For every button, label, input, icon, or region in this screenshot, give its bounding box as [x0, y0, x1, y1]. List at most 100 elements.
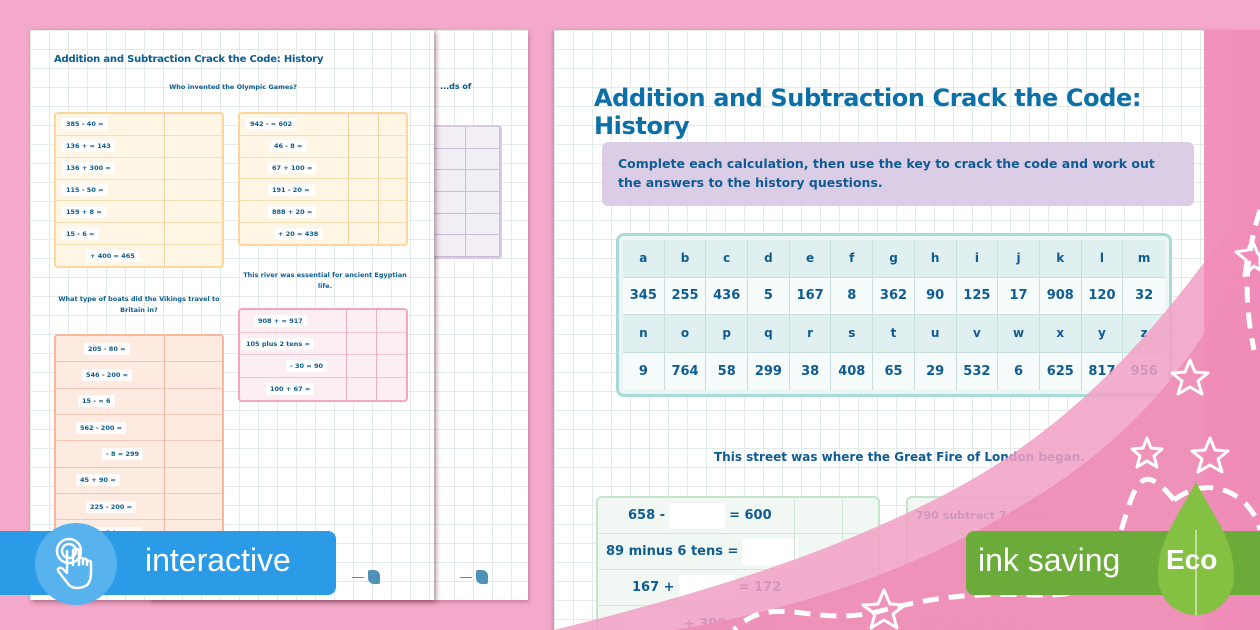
- key-number: 6: [998, 352, 1040, 390]
- twinkl-logo-icon: [476, 570, 489, 584]
- key-number: 9: [623, 352, 665, 390]
- interactive-badge: interactive: [0, 523, 336, 605]
- page-footer: ━━━━━: [352, 566, 381, 588]
- key-letter: f: [831, 240, 874, 278]
- key-number: 29: [914, 352, 957, 390]
- answer-blank[interactable]: [624, 611, 680, 630]
- touch-hand-icon: [35, 523, 117, 605]
- calc-box-green-1: 658 - = 600 89 minus 6 tens = 167 + = 172 …: [596, 496, 880, 630]
- equation-row: 100 + 67 =: [240, 378, 406, 400]
- equation-row: - 30 = 90: [240, 355, 406, 379]
- answer-blank[interactable]: [669, 502, 726, 529]
- equation-row: 45 + 90 =: [56, 468, 222, 494]
- key-number: 362: [873, 277, 915, 315]
- key-number: 345: [623, 277, 665, 315]
- key-letter: k: [1039, 240, 1082, 278]
- key-letter: p: [706, 315, 749, 353]
- answer-blank[interactable]: [678, 574, 735, 601]
- page-footer: ━━━━━: [460, 566, 489, 588]
- calc-box-yellow-1: 385 - 40 = 136 + = 143 136 + 300 = 115 -…: [54, 112, 224, 268]
- answer-blank[interactable]: [742, 538, 799, 565]
- equation-row: 67 + 100 =: [240, 158, 406, 180]
- key-letter: l: [1081, 240, 1124, 278]
- key-letter: u: [914, 315, 957, 353]
- key-number: 408: [831, 352, 874, 390]
- key-letter: x: [1039, 315, 1082, 353]
- key-letter: a: [623, 240, 665, 278]
- key-letter: w: [998, 315, 1040, 353]
- key-letter: o: [664, 315, 707, 353]
- instructions-box: Complete each calculation, then use the …: [602, 142, 1194, 206]
- key-number: 436: [706, 277, 749, 315]
- key-letter: g: [873, 240, 915, 278]
- equation-row: 658 - = 600: [598, 498, 878, 534]
- key-letter: t: [873, 315, 915, 353]
- star-icon: [1234, 238, 1260, 278]
- equation-row: + 400 = 465: [56, 245, 222, 266]
- key-number: 125: [956, 277, 999, 315]
- equation-row: 136 + = 143: [56, 136, 222, 158]
- equation-row: + 20 = 438: [240, 223, 406, 244]
- equation-row: 385 - 40 =: [56, 114, 222, 136]
- question-text: This river was essential for ancient Egy…: [243, 271, 407, 290]
- code-key-table: a b c d e f g h i j k l m 345 255 436 5 …: [616, 233, 1172, 397]
- key-number: 32: [1123, 277, 1165, 315]
- key-number: 8: [831, 277, 874, 315]
- equation-row: 105 plus 2 tens =: [240, 333, 406, 356]
- page-title: Addition and Subtraction Crack the Code:…: [594, 84, 1142, 140]
- key-letter: i: [956, 240, 999, 278]
- twinkl-logo-icon: [368, 570, 381, 584]
- key-letter: h: [914, 240, 957, 278]
- key-number: 17: [998, 277, 1040, 315]
- key-letter: m: [1123, 240, 1165, 278]
- key-number: 532: [956, 352, 999, 390]
- key-letter: e: [789, 240, 832, 278]
- ink-saving-badge: ink saving Eco: [966, 480, 1260, 630]
- key-letter: c: [706, 240, 749, 278]
- equation-row: 205 - 80 =: [56, 336, 222, 363]
- equation-row: 191 - 20 =: [240, 179, 406, 202]
- question-text: Who invented the Olympic Games?: [169, 83, 297, 91]
- equation-row: 115 - 50 =: [56, 180, 222, 202]
- key-letter: b: [664, 240, 707, 278]
- key-letter: n: [623, 315, 665, 353]
- equation-row: 908 + = 917: [240, 310, 406, 333]
- eco-label: Eco: [1166, 544, 1218, 575]
- calc-box-yellow-2: 942 - = 602 46 - 8 = 67 + 100 = 191 - 20…: [238, 112, 408, 246]
- key-number: 764: [664, 352, 707, 390]
- key-number: 38: [789, 352, 832, 390]
- interactive-label: interactive: [145, 542, 291, 578]
- equation-row: 15 - = 6: [56, 389, 222, 415]
- key-number: 625: [1039, 352, 1082, 390]
- key-number: 58: [706, 352, 749, 390]
- key-letter: z: [1123, 315, 1165, 353]
- key-number: 908: [1039, 277, 1082, 315]
- key-letter: q: [748, 315, 790, 353]
- equation-row: 159 + 8 =: [56, 201, 222, 224]
- equation-row: 136 + 300 =: [56, 158, 222, 180]
- equation-row: 225 - 200 =: [56, 494, 222, 521]
- key-number: 255: [664, 277, 707, 315]
- answer-grid: [430, 125, 502, 259]
- key-number: 167: [789, 277, 832, 315]
- equation-row: 89 minus 6 tens =: [598, 534, 878, 570]
- key-letter: s: [831, 315, 874, 353]
- equation-row: - 8 = 299: [56, 441, 222, 468]
- key-number: 817: [1081, 352, 1124, 390]
- key-number: 65: [873, 352, 915, 390]
- ink-saving-label: ink saving: [978, 542, 1121, 578]
- equation-row: 942 - = 602: [240, 114, 406, 136]
- calc-box-pink: 908 + = 917 105 plus 2 tens = - 30 = 90 …: [238, 308, 408, 402]
- equation-row: 888 + 20 =: [240, 201, 406, 224]
- equation-row: 46 - 8 =: [240, 136, 406, 158]
- equation-row: 15 - 6 =: [56, 223, 222, 246]
- key-number: 956: [1123, 352, 1165, 390]
- key-letter: j: [998, 240, 1040, 278]
- key-number: 120: [1081, 277, 1124, 315]
- equation-row: 562 - 200 =: [56, 415, 222, 442]
- key-number: 299: [748, 352, 790, 390]
- page-title: Addition and Subtraction Crack the Code:…: [54, 54, 324, 65]
- left-worksheet-page: Addition and Subtraction Crack the Code:…: [30, 30, 434, 600]
- question-fragment: ...ds of: [440, 82, 472, 91]
- key-number: 5: [748, 277, 790, 315]
